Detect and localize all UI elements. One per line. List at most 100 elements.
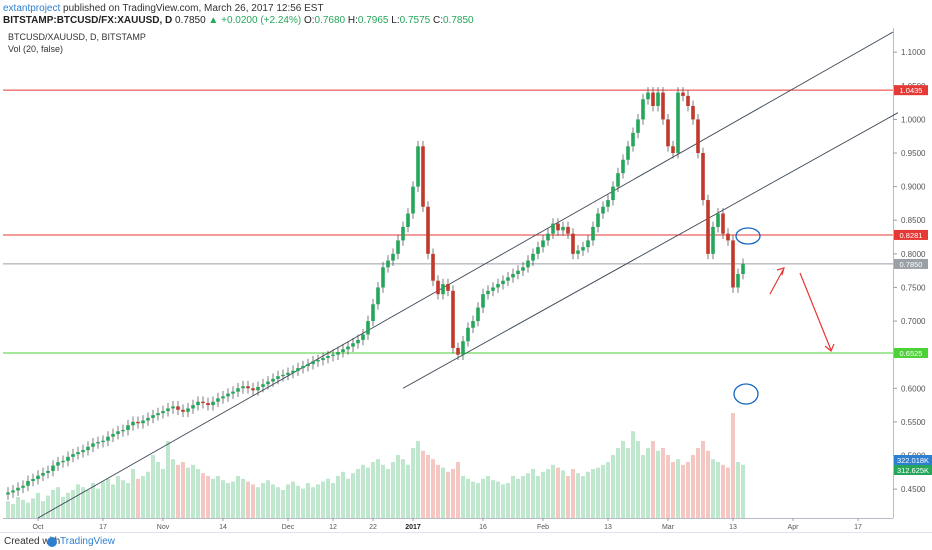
created-with-text: Created with (4, 536, 61, 547)
volume-bar (696, 448, 700, 518)
volume-bar (476, 483, 480, 518)
candle-body (391, 253, 395, 261)
volume-bar (291, 481, 295, 518)
volume-bar (251, 484, 255, 518)
volume-bar (701, 441, 705, 518)
volume-bar (26, 502, 30, 518)
candle-body (366, 321, 370, 335)
candle-body (226, 393, 230, 397)
volume-bar (336, 476, 340, 518)
volume-bar (376, 459, 380, 518)
volume-bar (221, 480, 225, 518)
volume-bar (421, 450, 425, 518)
x-tick-label: 16 (479, 524, 487, 531)
candle-body (311, 361, 315, 365)
level-label: 0.8281 (900, 231, 923, 240)
tradingview-logo-icon (47, 537, 57, 547)
volume-bar (721, 464, 725, 518)
candle-body (261, 384, 265, 387)
volume-bar (61, 497, 65, 518)
candle-body (531, 253, 535, 261)
y-tick-label: 0.9000 (901, 183, 926, 192)
candle-body (711, 226, 715, 254)
volume-bar (186, 467, 190, 518)
candle-body (86, 446, 90, 451)
y-tick-label: 0.8000 (901, 250, 926, 259)
volume-bar (261, 483, 265, 518)
candle-body (706, 200, 710, 254)
volume-bar (206, 476, 210, 518)
volume-bar (331, 483, 335, 518)
volume-bar (271, 484, 275, 518)
x-tick-label: 13 (604, 524, 612, 531)
level-label: 0.7850 (900, 260, 923, 269)
y-tick-label: 1.1000 (901, 48, 926, 57)
volume-bar (736, 462, 740, 518)
candle-body (596, 213, 600, 227)
volume-bar (536, 476, 540, 518)
volume-bar (101, 481, 105, 518)
volume-bar (416, 441, 420, 518)
up-arrow-icon: ▲ (208, 15, 219, 26)
volume-bar (91, 483, 95, 518)
candle-body (301, 366, 305, 369)
candle-body (731, 240, 735, 288)
volume-bar (566, 476, 570, 518)
volume-bar (471, 481, 475, 518)
candle-body (51, 465, 55, 471)
candle-body (546, 233, 550, 241)
volume-bar (6, 501, 10, 518)
volume-bar (576, 473, 580, 518)
price-change: +0.0200 (+2.24%) (221, 15, 302, 26)
volume-bar (76, 484, 80, 518)
chart-frame[interactable]: 1.10001.05001.00000.95000.90000.85000.80… (3, 28, 932, 532)
volume-bar (636, 441, 640, 518)
volume-bar (726, 467, 730, 518)
volume-bar (571, 469, 575, 518)
open-value: 0.7680 (314, 15, 346, 26)
volume-bar (661, 448, 665, 518)
volume-bar (561, 470, 565, 518)
volume-bar (11, 504, 15, 518)
volume-bar (256, 487, 260, 518)
candle-body (131, 421, 135, 426)
volume-bar (121, 480, 125, 518)
volume-bar (361, 464, 365, 518)
candle-body (446, 284, 450, 291)
volume-bar (176, 464, 180, 518)
tradingview-link[interactable]: TradingView (60, 536, 116, 547)
author-link[interactable]: extantproject (3, 3, 61, 14)
candle-body (441, 284, 445, 295)
candle-body (11, 490, 15, 493)
candle-body (146, 417, 150, 421)
volume-legend: Vol (20, false) (8, 44, 64, 54)
candle-body (421, 146, 425, 207)
candle-body (676, 92, 680, 154)
volume-bar (161, 469, 165, 518)
candle-body (651, 92, 655, 106)
volume-bar (531, 469, 535, 518)
candle-body (591, 226, 595, 241)
candle-body (426, 206, 430, 254)
candle-body (616, 173, 620, 187)
price-chart[interactable]: 1.10001.05001.00000.95000.90000.85000.80… (3, 28, 932, 532)
volume-bar (226, 483, 230, 518)
volume-bar (96, 488, 100, 518)
trendline-upper (37, 31, 894, 519)
volume-bar (666, 455, 670, 518)
volume-bar (281, 490, 285, 518)
annotation-arrow-down-head (824, 343, 835, 352)
volume-bar (326, 478, 330, 518)
candle-body (681, 92, 685, 96)
volume-bar (201, 473, 205, 518)
candle-body (71, 454, 75, 457)
candle-body (176, 406, 180, 410)
candle-body (571, 233, 575, 254)
volume-bar (641, 455, 645, 518)
candle-body (231, 391, 235, 394)
volume-bar (541, 471, 545, 518)
candle-body (271, 378, 275, 382)
volume-bar (441, 467, 445, 518)
y-tick-label: 0.5500 (901, 418, 926, 427)
candle-body (736, 274, 740, 288)
